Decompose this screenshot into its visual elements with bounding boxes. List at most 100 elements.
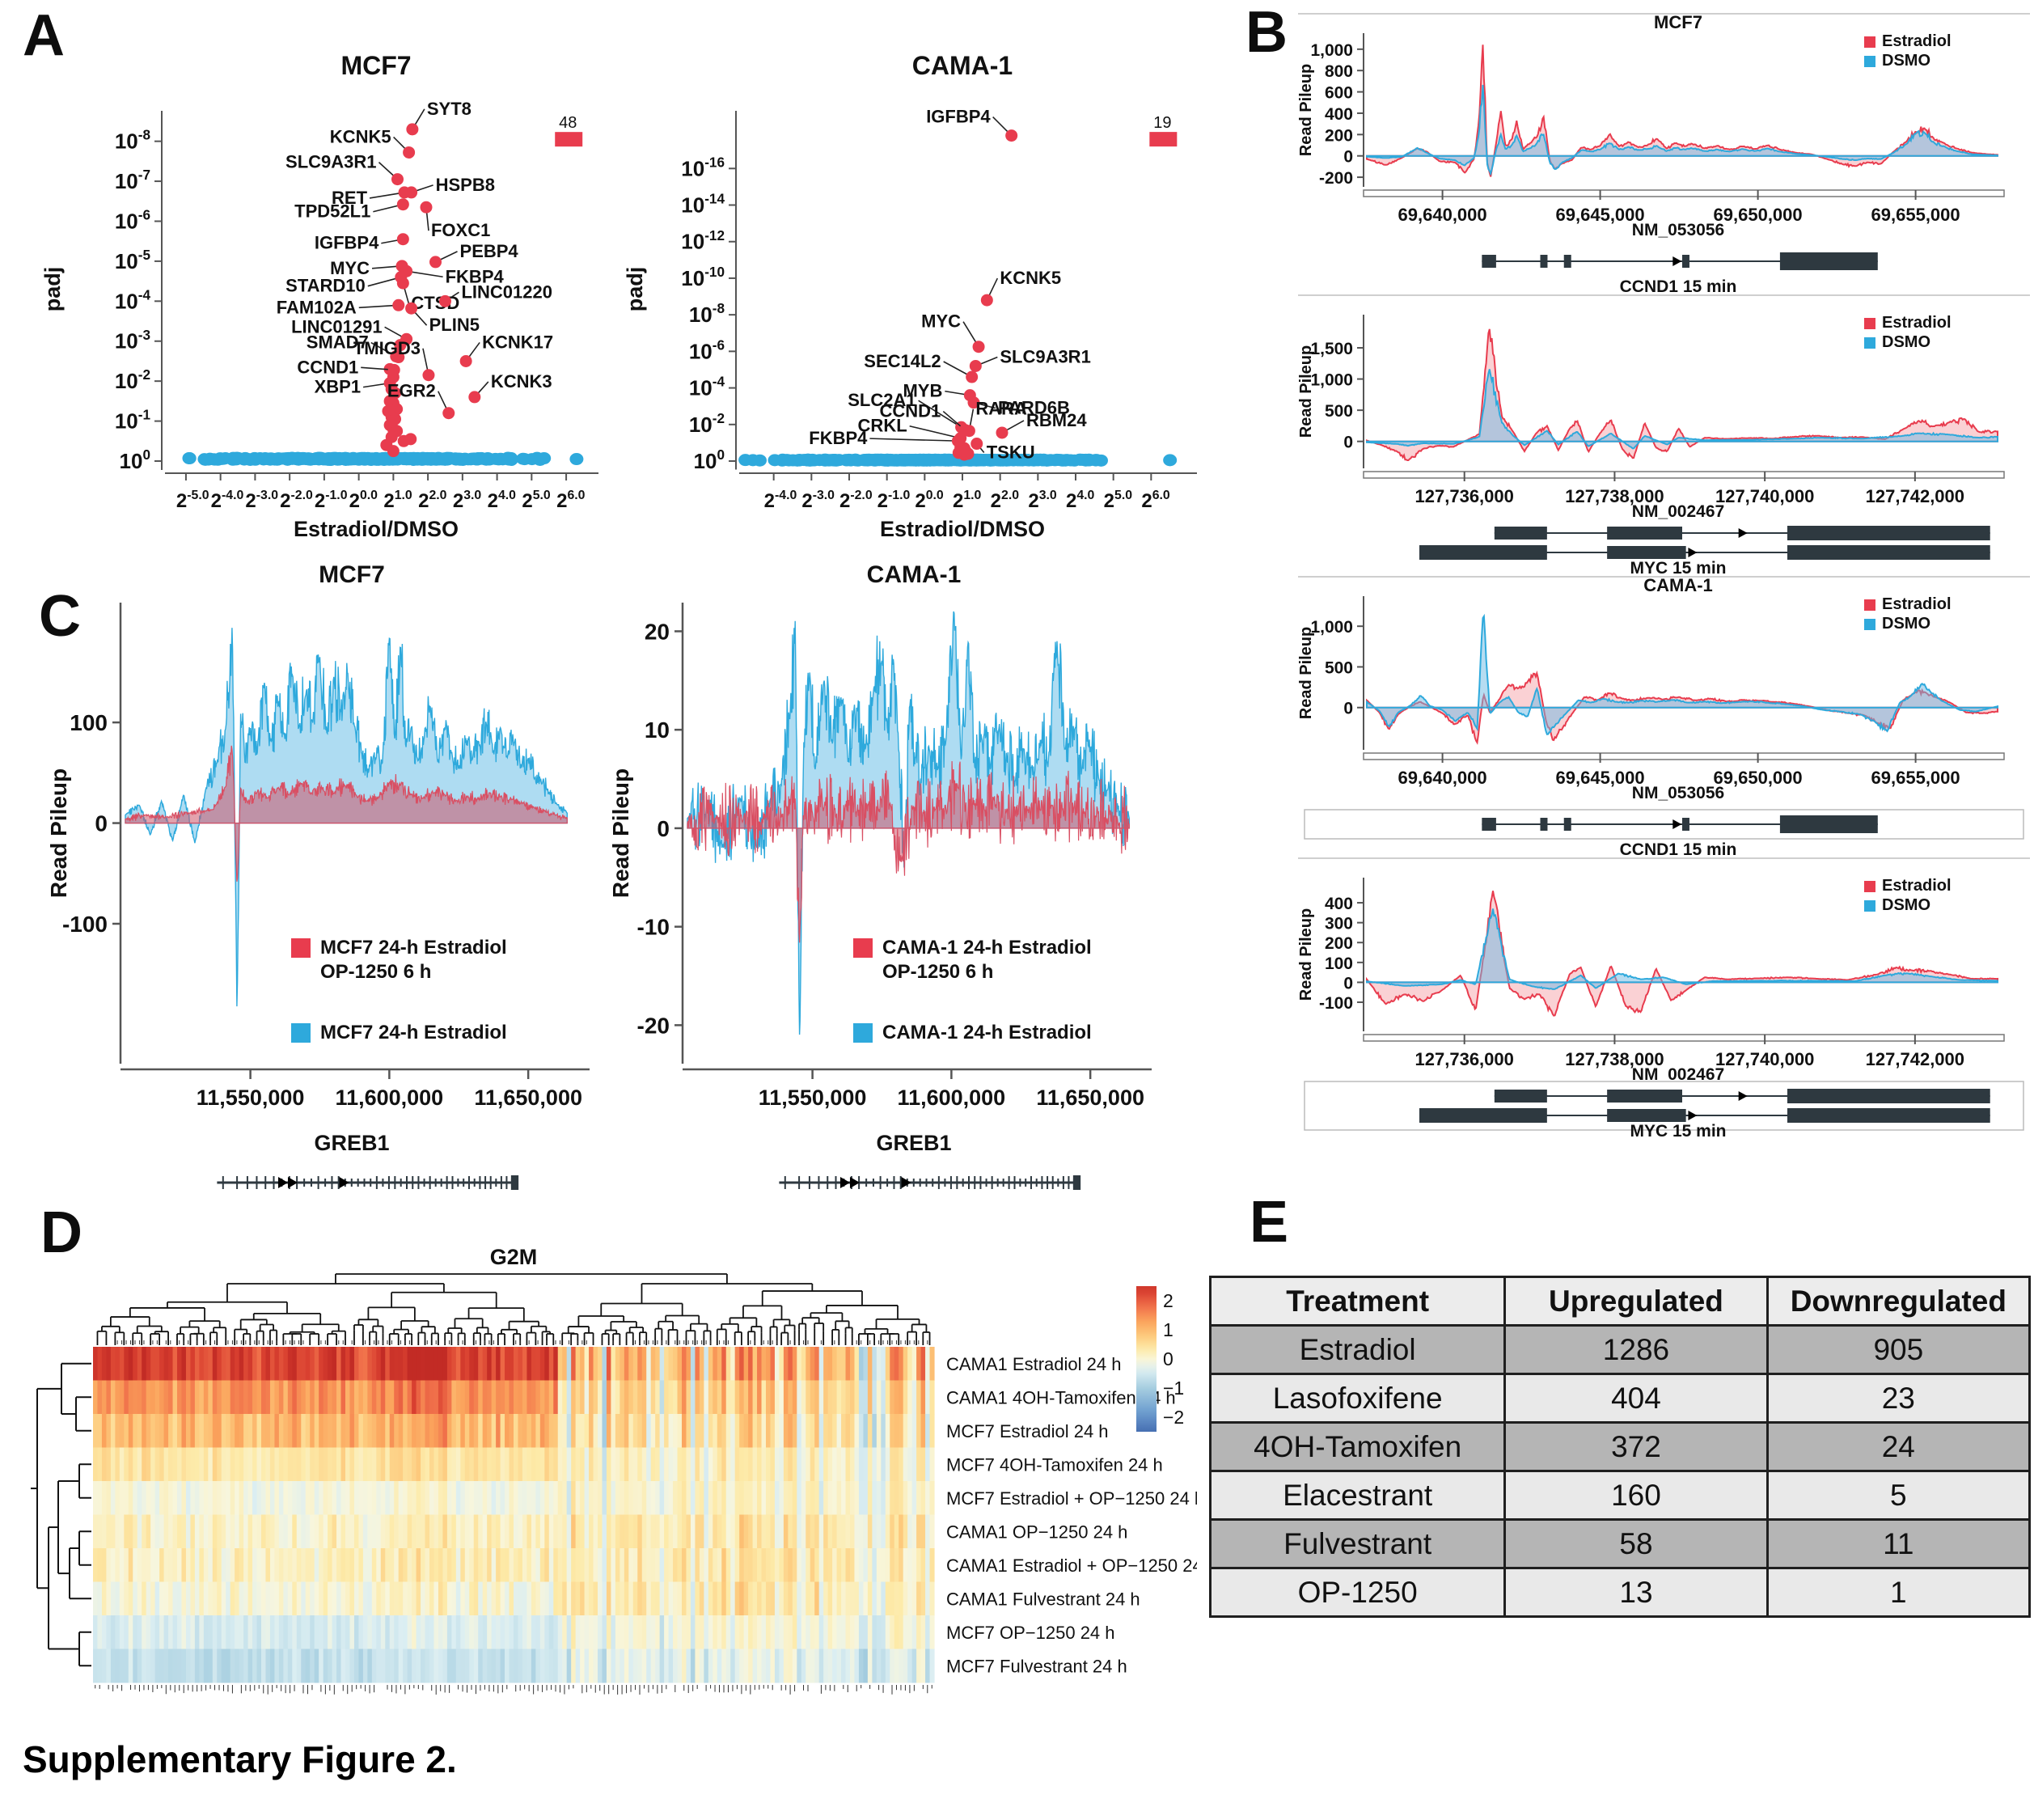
- svg-text:padj: padj: [623, 267, 647, 312]
- svg-text:100: 100: [70, 710, 108, 735]
- svg-text:MYC: MYC: [330, 258, 370, 278]
- svg-text:11,600,000: 11,600,000: [336, 1086, 444, 1110]
- table-cell: Elacestrant: [1208, 1470, 1507, 1521]
- svg-text:Estradiol: Estradiol: [1882, 877, 1952, 895]
- svg-text:−2: −2: [1163, 1407, 1184, 1428]
- svg-text:DSMO: DSMO: [1882, 615, 1930, 633]
- panel-c-cama1-greb1: CAMA-1 20 10 0 -10 -20 Read Pileup 11,550,000 11…: [611, 561, 1152, 1190]
- svg-text:20.0: 20.0: [915, 489, 944, 512]
- svg-text:RBM24: RBM24: [1026, 410, 1087, 430]
- svg-text:127,738,000: 127,738,000: [1565, 486, 1664, 506]
- svg-text:CAMA-1 24-h Estradiol: CAMA-1 24-h Estradiol: [882, 1022, 1092, 1043]
- svg-text:19: 19: [1153, 114, 1171, 132]
- svg-text:10-1: 10-1: [115, 407, 151, 434]
- svg-text:10-2: 10-2: [115, 366, 150, 393]
- svg-text:MCF7: MCF7: [340, 51, 411, 80]
- table-cell: 23: [1765, 1373, 2032, 1424]
- svg-text:22.0: 22.0: [991, 489, 1020, 512]
- svg-text:Read Pileup: Read Pileup: [49, 768, 71, 898]
- svg-text:69,655,000: 69,655,000: [1871, 768, 1960, 788]
- svg-text:Estradiol/DMSO: Estradiol/DMSO: [880, 517, 1045, 541]
- svg-text:FKBP4: FKBP4: [809, 428, 868, 448]
- svg-text:10-7: 10-7: [115, 167, 150, 193]
- svg-text:CAMA-1 24-h Estradiol: CAMA-1 24-h Estradiol: [882, 937, 1092, 959]
- svg-text:CAMA-1: CAMA-1: [867, 561, 962, 588]
- svg-text:48: 48: [559, 114, 577, 132]
- svg-text:0: 0: [95, 811, 108, 836]
- svg-text:SEC14L2: SEC14L2: [864, 351, 941, 371]
- svg-text:10-16: 10-16: [681, 154, 725, 180]
- svg-text:0: 0: [1343, 434, 1353, 452]
- svg-text:SLC9A3R1: SLC9A3R1: [1000, 346, 1090, 366]
- svg-text:G2M: G2M: [490, 1245, 538, 1269]
- svg-text:OP-1250 6 h: OP-1250 6 h: [320, 961, 431, 983]
- table-row: Lasofoxifene 404 23: [1208, 1373, 2032, 1424]
- svg-text:25.0: 25.0: [522, 489, 551, 512]
- svg-text:GREB1: GREB1: [876, 1131, 951, 1155]
- svg-text:DSMO: DSMO: [1882, 896, 1930, 914]
- svg-text:Read Pileup: Read Pileup: [611, 768, 633, 898]
- svg-text:127,742,000: 127,742,000: [1866, 486, 1964, 506]
- svg-text:10-4: 10-4: [115, 286, 151, 313]
- panel-a-mcf7-volcano: MCF7 10-8 10-7 10-6 10-5 10-4 10-3 10-2 10-1 100 p…: [40, 51, 598, 541]
- svg-text:Estradiol: Estradiol: [1882, 595, 1952, 613]
- table-cell: 1286: [1503, 1324, 1769, 1375]
- svg-text:LINC01291: LINC01291: [291, 316, 383, 336]
- svg-text:300: 300: [1325, 915, 1353, 933]
- svg-text:26.0: 26.0: [556, 489, 586, 512]
- svg-text:2-1.0: 2-1.0: [877, 489, 911, 512]
- svg-text:KCNK5: KCNK5: [330, 126, 391, 146]
- svg-text:CCND1: CCND1: [879, 401, 941, 421]
- table-row: Elacestrant 160 5: [1208, 1470, 2032, 1521]
- svg-text:MCF7: MCF7: [319, 561, 385, 588]
- svg-text:RET: RET: [332, 188, 368, 208]
- svg-text:MCF7 OP−1250 24 h: MCF7 OP−1250 24 h: [946, 1623, 1115, 1643]
- svg-text:11,650,000: 11,650,000: [1036, 1086, 1144, 1110]
- svg-text:MYC 15 min: MYC 15 min: [1630, 559, 1726, 575]
- svg-text:127,736,000: 127,736,000: [1415, 486, 1514, 506]
- svg-text:11,600,000: 11,600,000: [898, 1086, 1006, 1110]
- svg-text:CAMA1 Fulvestrant 24 h: CAMA1 Fulvestrant 24 h: [946, 1589, 1140, 1609]
- svg-text:KCNK5: KCNK5: [1000, 268, 1061, 288]
- svg-text:PEBP4: PEBP4: [460, 241, 519, 261]
- svg-text:EGR2: EGR2: [387, 381, 436, 401]
- svg-text:2-3.0: 2-3.0: [801, 489, 835, 512]
- svg-text:11,550,000: 11,550,000: [197, 1086, 305, 1110]
- svg-text:24.0: 24.0: [488, 489, 517, 512]
- svg-text:0: 0: [1343, 148, 1353, 167]
- table-header-downregulated: Downregulated: [1765, 1276, 2032, 1327]
- svg-text:69,655,000: 69,655,000: [1871, 205, 1960, 225]
- svg-text:600: 600: [1325, 84, 1353, 103]
- svg-text:SMAD7: SMAD7: [307, 332, 369, 353]
- svg-text:23.0: 23.0: [453, 489, 482, 512]
- svg-text:Estradiol/DMSO: Estradiol/DMSO: [294, 517, 459, 541]
- svg-text:CCND1: CCND1: [297, 357, 358, 377]
- panel-b-track-mcf7-ccnd1: MCF7 -200 0 200 400 600 800 1,000 Read Pileup 69,…: [1298, 12, 2030, 294]
- svg-text:IGFBP4: IGFBP4: [926, 107, 991, 127]
- svg-text:LINC01220: LINC01220: [461, 281, 552, 302]
- svg-text:100: 100: [1325, 954, 1353, 973]
- svg-text:DSMO: DSMO: [1882, 52, 1930, 70]
- svg-text:25.0: 25.0: [1104, 489, 1133, 512]
- svg-text:100: 100: [694, 447, 725, 473]
- svg-text:10-6: 10-6: [115, 207, 150, 234]
- table-cell: 24: [1765, 1421, 2032, 1472]
- table-cell: Fulvestrant: [1208, 1518, 1507, 1569]
- svg-text:2-4.0: 2-4.0: [764, 489, 797, 512]
- svg-text:800: 800: [1325, 62, 1353, 81]
- svg-text:0: 0: [1163, 1348, 1173, 1369]
- svg-text:MCF7 Fulvestrant 24 h: MCF7 Fulvestrant 24 h: [946, 1656, 1127, 1676]
- panel-letter-e: E: [1250, 1190, 1289, 1255]
- table-row: Fulvestrant 58 11: [1208, 1518, 2032, 1569]
- svg-text:PARD6B: PARD6B: [998, 398, 1070, 418]
- svg-text:Estradiol: Estradiol: [1882, 32, 1952, 50]
- svg-text:Read Pileup: Read Pileup: [1298, 908, 1315, 1001]
- svg-text:NM_002467: NM_002467: [1632, 1065, 1724, 1084]
- panel-c-mcf7-greb1: MCF7 100 0 -100 Read Pileup 11,550,000 11,600,…: [49, 561, 590, 1190]
- svg-text:500: 500: [1325, 402, 1353, 421]
- svg-text:69,645,000: 69,645,000: [1556, 205, 1645, 225]
- svg-text:MCF7 24-h Estradiol: MCF7 24-h Estradiol: [320, 1022, 507, 1043]
- svg-text:400: 400: [1325, 895, 1353, 913]
- table-cell: 372: [1503, 1421, 1769, 1472]
